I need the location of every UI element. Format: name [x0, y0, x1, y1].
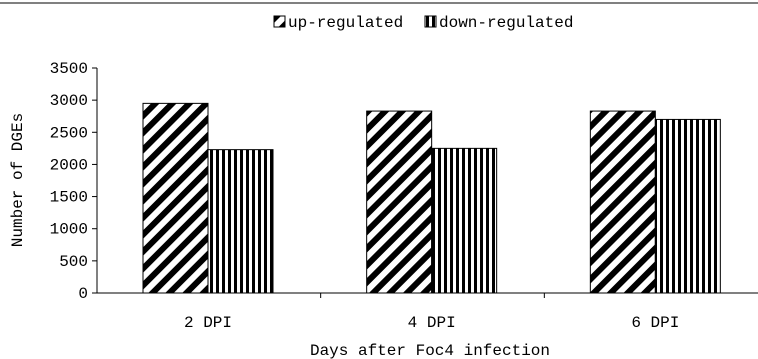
legend-swatch-down-regulated — [424, 15, 437, 28]
bar-up-regulated-6-dpi — [589, 110, 656, 294]
y-tick-label: 0 — [78, 285, 88, 303]
x-axis-ticks: 2 DPI 4 DPI 6 DPI — [184, 293, 679, 332]
y-tick-label: 500 — [59, 253, 88, 271]
legend-item-down-regulated: down-regulated — [424, 14, 573, 32]
x-axis-title: Days after Foc4 infection — [310, 342, 550, 359]
x-tick-label: 6 DPI — [631, 314, 679, 332]
bar-up-regulated-2-dpi — [142, 102, 209, 294]
bar-down-regulated-4-dpi — [431, 147, 498, 294]
y-tick-label: 1000 — [50, 221, 88, 239]
x-tick-label: 2 DPI — [184, 314, 232, 332]
y-tick-label: 2500 — [50, 124, 88, 142]
bars — [142, 102, 721, 294]
bar-down-regulated-6-dpi — [654, 118, 721, 294]
legend-label-down-regulated: down-regulated — [439, 14, 573, 32]
y-axis-ticks: 0 500 1000 1500 2000 2500 3000 3500 — [50, 60, 97, 303]
y-tick-label: 3500 — [50, 60, 88, 78]
legend-swatch-up-regulated — [273, 15, 286, 28]
legend-label-up-regulated: up-regulated — [288, 14, 403, 32]
legend: up-regulated down-regulated — [273, 14, 573, 32]
legend-item-up-regulated: up-regulated — [273, 14, 403, 32]
bar-down-regulated-2-dpi — [207, 149, 274, 294]
y-tick-label: 3000 — [50, 92, 88, 110]
y-tick-label: 2000 — [50, 156, 88, 174]
x-tick-label: 4 DPI — [408, 314, 456, 332]
y-axis-title: Number of DGEs — [9, 113, 27, 247]
bar-up-regulated-4-dpi — [366, 110, 433, 294]
y-tick-label: 1500 — [50, 189, 88, 207]
